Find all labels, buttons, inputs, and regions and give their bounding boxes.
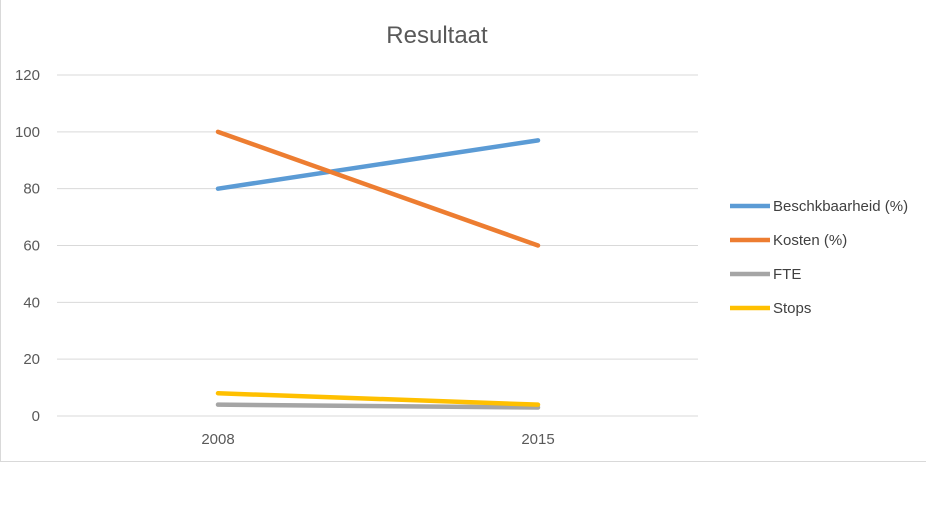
legend: Beschkbaarheid (%) Kosten (%) FTE Stops	[730, 198, 908, 317]
legend-label: Beschkbaarheid (%)	[773, 198, 908, 215]
y-tick-label: 0	[32, 408, 40, 425]
y-axis-ticks: 0 20 40 60 80 100 120	[15, 67, 40, 425]
y-tick-label: 60	[23, 238, 40, 255]
y-tick-label: 20	[23, 351, 40, 368]
series-line-kosten	[215, 129, 541, 248]
y-tick-label: 120	[15, 67, 40, 84]
series-line-fte	[215, 402, 541, 410]
chart-frame	[0, 0, 926, 462]
legend-label: Kosten (%)	[773, 232, 847, 249]
x-axis-ticks: 2008 2015	[201, 431, 554, 448]
gridlines	[57, 74, 698, 417]
x-tick-label: 2015	[521, 431, 554, 448]
series-lines	[215, 129, 541, 410]
series-line-stops	[215, 391, 541, 407]
legend-label: FTE	[773, 266, 801, 283]
y-tick-label: 80	[23, 181, 40, 198]
chart-title: Resultaat	[386, 22, 488, 49]
x-tick-label: 2008	[201, 431, 234, 448]
legend-label: Stops	[773, 300, 811, 317]
y-tick-label: 100	[15, 124, 40, 141]
y-tick-label: 40	[23, 294, 40, 311]
series-line-beschkbaarheid	[215, 138, 541, 191]
